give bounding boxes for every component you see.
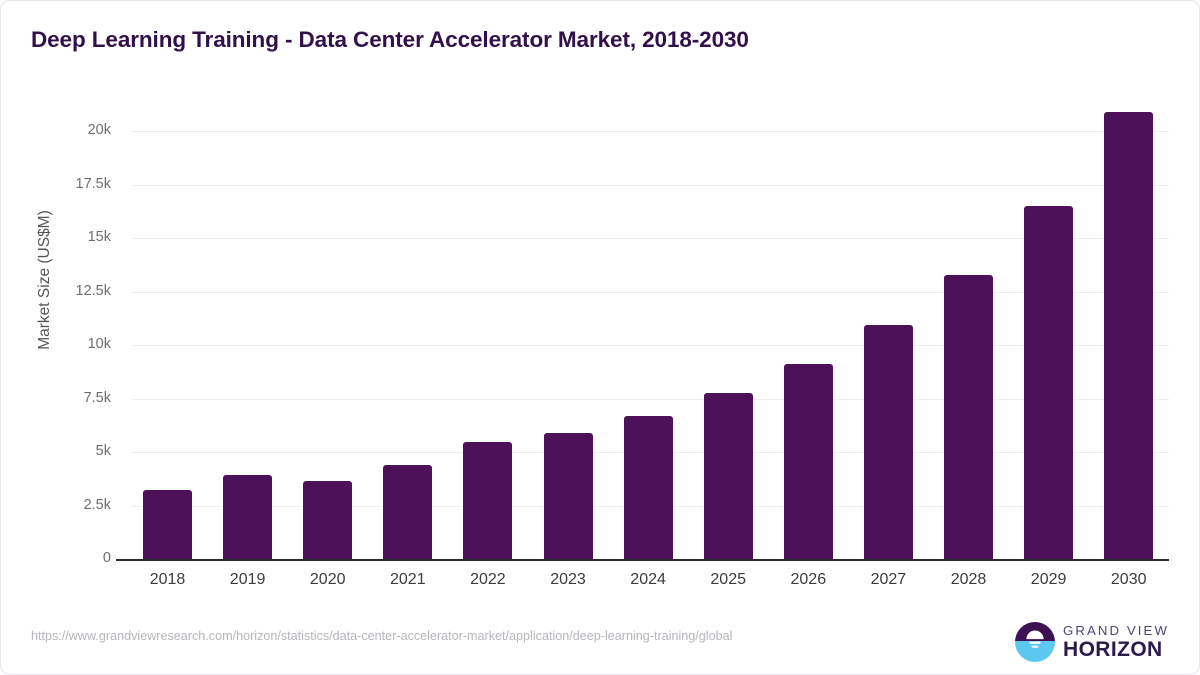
bar[interactable] [543,433,593,559]
x-axis-tick-label: 2020 [309,571,346,588]
gridline [132,184,1169,186]
x-axis-tick-label: 2024 [630,571,666,588]
x-axis-tick-label: 2018 [149,571,186,588]
x-axis-tick-label: 2025 [710,571,746,588]
y-axis-tick-label: 17.5k [75,175,111,192]
logo-line-grand-view: GRAND VIEW [1063,623,1169,638]
gridline [132,291,1169,293]
y-axis-tick-label: 7.5k [83,389,111,406]
page-title: Deep Learning Training - Data Center Acc… [31,27,749,52]
x-axis-tick-label: 2023 [550,571,586,588]
y-axis-tick-label: 15k [87,229,111,245]
logo-text: GRAND VIEW HORIZON [1063,623,1169,661]
y-axis-tick-label: 5k [95,443,111,459]
x-axis-tick-label: 2028 [950,571,987,588]
logo-line-horizon: HORIZON [1063,638,1163,661]
x-axis-tick-label: 2021 [390,571,426,588]
bar[interactable] [703,392,753,559]
gridline [132,131,1169,132]
bar[interactable] [383,465,433,559]
gridline [132,398,1169,400]
gridline [132,238,1169,239]
bar[interactable] [303,480,353,559]
y-axis-tick-label: 0 [102,550,111,566]
bar[interactable] [223,474,273,559]
x-axis-line [116,559,1169,561]
y-axis-tick-label: 2.5k [83,496,111,513]
bar[interactable] [623,416,673,559]
y-axis-tick-label: 20k [87,122,111,138]
bar[interactable] [783,364,833,559]
bar[interactable] [143,489,192,559]
bar[interactable] [863,325,913,559]
grand-view-horizon-logo[interactable]: GRAND VIEW HORIZON [1015,619,1175,665]
bar[interactable] [1024,205,1074,559]
x-axis-tick-label: 2019 [229,571,266,588]
bar[interactable] [1104,111,1154,559]
y-axis-tick-label: 10k [87,336,111,352]
bar[interactable] [463,441,513,559]
bar[interactable] [944,275,993,559]
x-axis-tick-label: 2030 [1110,571,1147,588]
source-url[interactable]: https://www.grandviewresearch.com/horizo… [31,629,733,643]
x-axis-tick-label: 2027 [870,571,907,588]
gridline [132,345,1169,346]
x-axis-tick-label: 2029 [1030,571,1067,588]
x-axis-tick-label: 2026 [790,571,827,588]
grand-view-horizon-sun-icon [1015,622,1055,662]
x-axis-tick-label: 2022 [470,571,506,588]
y-axis-tick-label: 12.5k [75,282,111,299]
